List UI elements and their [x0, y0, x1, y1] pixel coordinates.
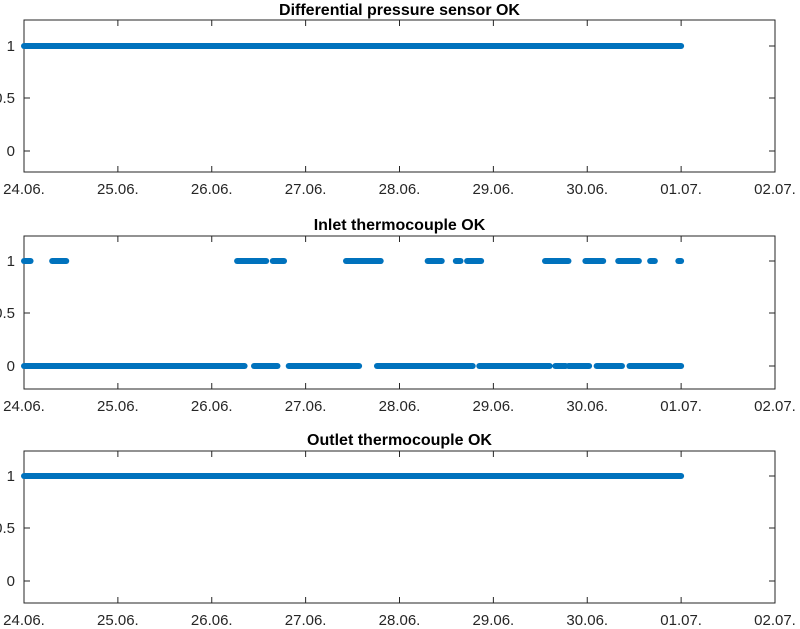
x-tick-label: 26.06.: [191, 398, 233, 415]
y-tick-label: 1: [7, 468, 15, 485]
chart-title: Inlet thermocouple OK: [314, 217, 486, 234]
y-tick-label: 0: [7, 143, 15, 160]
axes-frame: [23, 19, 776, 173]
x-tick-label: 28.06.: [379, 612, 421, 629]
chart-title: Differential pressure sensor OK: [279, 2, 520, 19]
x-tick-label: 27.06.: [285, 612, 327, 629]
x-tick-label: 28.06.: [379, 398, 421, 415]
x-tick-label: 30.06.: [566, 181, 608, 198]
chart-title: Outlet thermocouple OK: [307, 432, 492, 449]
x-tick-label: 24.06.: [3, 398, 45, 415]
x-tick-label: 30.06.: [566, 398, 608, 415]
x-tick-label: 02.07.: [754, 398, 796, 415]
x-tick-label: 29.06.: [473, 398, 515, 415]
y-tick-label: 0: [7, 358, 15, 375]
x-tick-label: 25.06.: [97, 181, 139, 198]
x-tick-label: 29.06.: [473, 181, 515, 198]
x-tick-label: 26.06.: [191, 181, 233, 198]
chart-panel-2: Inlet thermocouple OK 24.06. 25.06. 26.06. 2…: [0, 217, 796, 415]
x-tick-label: 29.06.: [473, 612, 515, 629]
chart-panel-1: Differential pressure sensor OK 24.06. 25.…: [0, 2, 796, 198]
x-tick-label: 02.07.: [754, 181, 796, 198]
x-tick-label: 01.07.: [660, 181, 702, 198]
y-tick-label: 0.5: [0, 90, 15, 107]
x-tick-label: 01.07.: [660, 398, 702, 415]
x-tick-label: 02.07.: [754, 612, 796, 629]
x-tick-label: 25.06.: [97, 612, 139, 629]
x-tick-label: 27.06.: [285, 398, 327, 415]
x-tick-label: 28.06.: [379, 181, 421, 198]
x-tick-label: 01.07.: [660, 612, 702, 629]
y-tick-label: 0.5: [0, 520, 15, 537]
x-tick-label: 24.06.: [3, 181, 45, 198]
y-tick-label: 1: [7, 253, 15, 270]
y-tick-label: 0: [7, 573, 15, 590]
chart-panel-3: Outlet thermocouple OK 24.06. 25.06. 26.06.…: [0, 432, 796, 629]
y-tick-label: 1: [7, 38, 15, 55]
x-tick-label: 26.06.: [191, 612, 233, 629]
x-tick-label: 25.06.: [97, 398, 139, 415]
y-tick-label: 0.5: [0, 305, 15, 322]
x-tick-label: 27.06.: [285, 181, 327, 198]
x-tick-label: 24.06.: [3, 612, 45, 629]
x-tick-label: 30.06.: [566, 612, 608, 629]
